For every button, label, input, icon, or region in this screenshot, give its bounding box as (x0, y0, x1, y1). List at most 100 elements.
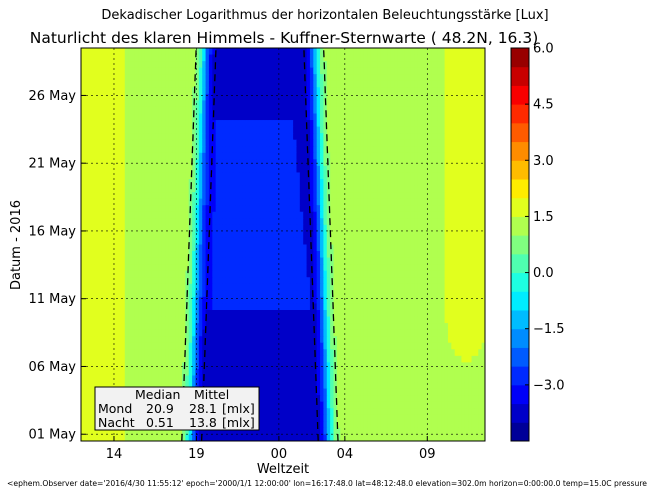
heatmap-cell (202, 283, 207, 291)
heatmap-cell (225, 87, 230, 95)
heatmap-cell (320, 113, 324, 121)
heatmap-cell (461, 133, 466, 141)
heatmap-cell (84, 257, 89, 265)
heatmap-cell (114, 87, 119, 95)
heatmap-cell (451, 80, 456, 88)
heatmap-cell (94, 244, 99, 252)
heatmap-cell (141, 172, 146, 180)
heatmap-cell (283, 218, 287, 226)
heatmap-cell (441, 244, 446, 252)
heatmap-cell (269, 80, 274, 88)
heatmap-cell (434, 100, 439, 108)
heatmap-cell (144, 179, 149, 187)
heatmap-cell (134, 93, 139, 101)
heatmap-cell (427, 100, 432, 108)
heatmap-cell (410, 264, 415, 272)
heatmap-cell (427, 159, 432, 167)
heatmap-cell (198, 244, 203, 252)
heatmap-cell (198, 165, 203, 174)
heatmap-cell (175, 224, 180, 232)
heatmap-cell (249, 270, 254, 278)
heatmap-cell (121, 67, 126, 75)
heatmap-cell (454, 139, 459, 147)
heatmap-cell (471, 237, 476, 246)
heatmap-cell (121, 61, 126, 69)
heatmap-cell (81, 251, 85, 259)
heatmap-cell (447, 218, 452, 226)
heatmap-cell (431, 74, 436, 82)
heatmap-cell (417, 192, 422, 200)
heatmap-cell (434, 185, 439, 193)
heatmap-cell (377, 179, 382, 187)
heatmap-cell (394, 61, 399, 69)
heatmap-cell (84, 61, 89, 69)
heatmap-cell (296, 172, 301, 180)
heatmap-cell (377, 113, 382, 121)
heatmap-cell (104, 257, 109, 265)
heatmap-cell (114, 198, 119, 206)
heatmap-cell (303, 152, 308, 160)
heatmap-cell (299, 244, 304, 252)
heatmap-cell (91, 74, 96, 82)
heatmap-cell (424, 205, 429, 213)
heatmap-cell (360, 172, 365, 180)
heatmap-cell (464, 172, 469, 180)
heatmap-cell (229, 218, 234, 226)
heatmap-cell (107, 159, 112, 167)
heatmap-cell (397, 237, 402, 246)
heatmap-cell (118, 244, 122, 252)
heatmap-cell (333, 310, 338, 318)
heatmap-cell (114, 172, 119, 180)
heatmap-cell (138, 296, 143, 305)
heatmap-cell (309, 270, 314, 278)
heatmap-cell (410, 244, 415, 252)
heatmap-cell (272, 106, 277, 115)
heatmap-cell (478, 106, 483, 115)
heatmap-cell (121, 237, 126, 246)
heatmap-cell (286, 218, 291, 226)
heatmap-cell (286, 74, 291, 82)
heatmap-cell (215, 211, 220, 219)
heatmap-cell (303, 205, 308, 213)
heatmap-cell (107, 296, 112, 305)
heatmap-cell (394, 74, 399, 82)
heatmap-cell (151, 139, 156, 147)
heatmap-cell (148, 165, 153, 174)
heatmap-cell (481, 205, 485, 213)
heatmap-cell (478, 120, 483, 128)
heatmap-cell (404, 303, 409, 311)
heatmap-cell (107, 244, 112, 252)
heatmap-cell (481, 251, 485, 259)
heatmap-cell (346, 80, 351, 88)
heatmap-cell (158, 87, 163, 95)
heatmap-cell (148, 224, 153, 232)
heatmap-cell (205, 152, 210, 160)
heatmap-cell (178, 113, 183, 121)
heatmap-cell (195, 54, 200, 62)
heatmap-cell (447, 310, 452, 318)
heatmap-cell (481, 61, 485, 69)
heatmap-cell (320, 185, 324, 193)
heatmap-cell (333, 205, 338, 213)
heatmap-cell (128, 264, 133, 272)
heatmap-cell (87, 192, 92, 200)
heatmap-cell (202, 185, 207, 193)
heatmap-cell (182, 179, 186, 187)
heatmap-cell (313, 80, 318, 88)
heatmap-cell (360, 264, 365, 272)
heatmap-cell (171, 264, 176, 272)
heatmap-cell (151, 67, 156, 75)
heatmap-cell (289, 277, 294, 285)
heatmap-cell (97, 172, 102, 180)
heatmap-cell (94, 257, 99, 265)
heatmap-cell (373, 54, 378, 62)
heatmap-cell (272, 231, 277, 239)
heatmap-cell (84, 198, 89, 206)
heatmap-cell (212, 277, 217, 285)
heatmap-cell (182, 257, 186, 265)
heatmap-cell (107, 120, 112, 128)
heatmap-cell (299, 303, 304, 311)
heatmap-cell (400, 270, 405, 278)
heatmap-cell (97, 93, 102, 101)
heatmap-cell (387, 54, 392, 62)
